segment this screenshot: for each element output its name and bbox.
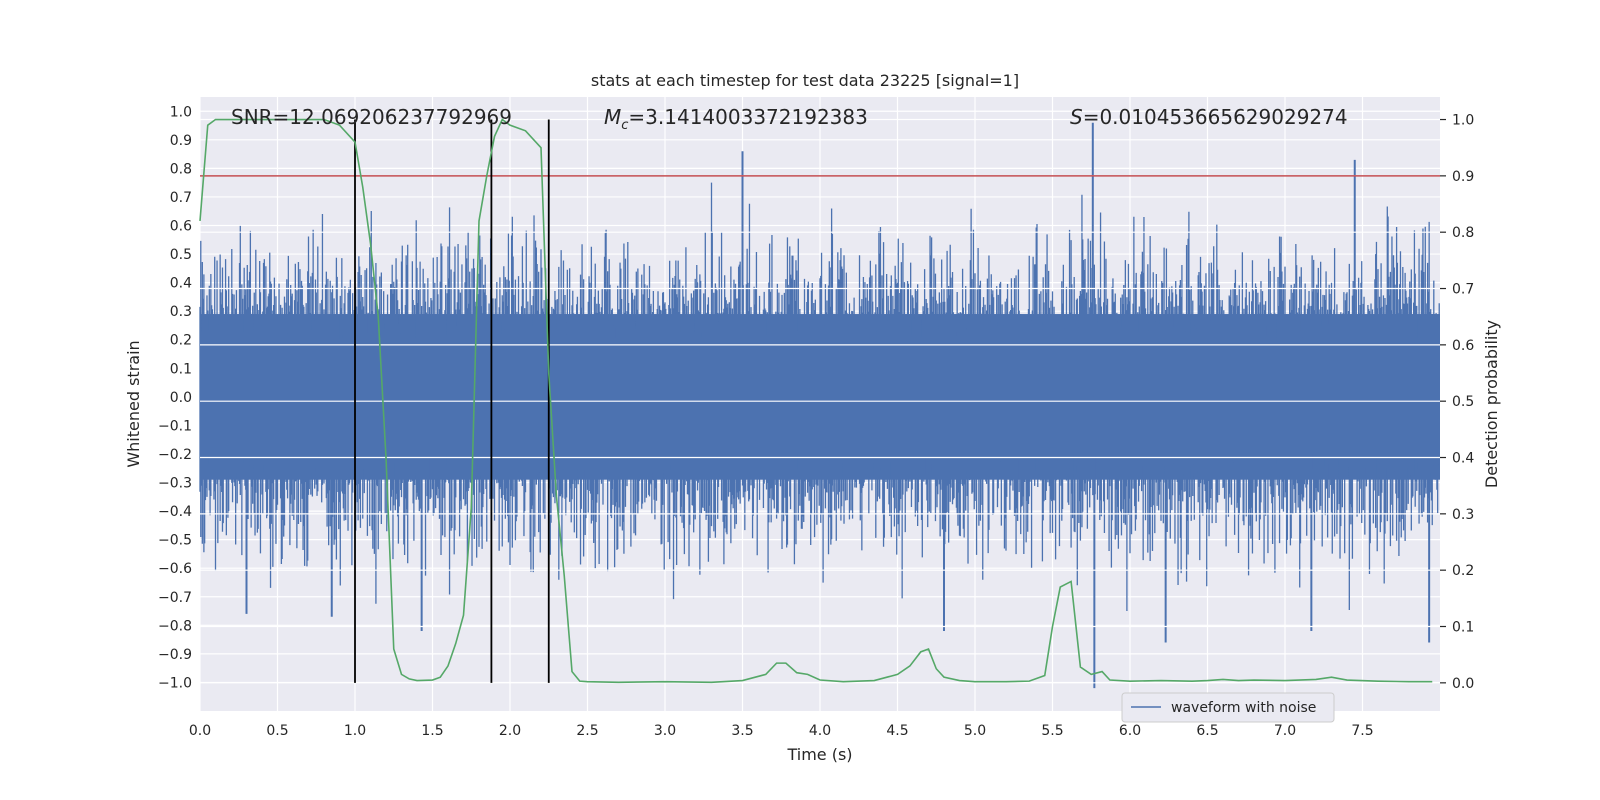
y-tick-label: −1.0	[158, 675, 192, 691]
y-axis-label: Whitened strain	[124, 340, 143, 467]
legend-label: waveform with noise	[1171, 700, 1316, 716]
y2-tick-label: 0.8	[1452, 225, 1474, 241]
y-tick-label: −0.6	[158, 561, 192, 577]
y-tick-label: −0.4	[158, 504, 192, 520]
y2-tick-label: 0.7	[1452, 282, 1474, 298]
y2-tick-label: 0.6	[1452, 338, 1474, 354]
chirp-mass-annotation: Mc=3.1414003372192383	[604, 105, 868, 133]
x-tick-label: 5.0	[964, 723, 986, 739]
x-tick-label: 6.0	[1119, 723, 1141, 739]
y-tick-label: 0.6	[170, 219, 192, 235]
s-annotation: S=0.010453665629029274	[1070, 105, 1348, 129]
y-tick-label: 0.9	[170, 133, 192, 149]
chart-title: stats at each timestep for test data 232…	[591, 71, 1019, 90]
x-tick-label: 0.0	[189, 723, 211, 739]
x-tick-label: 1.5	[421, 723, 443, 739]
x-axis-ticks: 0.0 0.5 1.0 1.5 2.0 2.5 3.0 3.5 4.0 4.5 5.0 5.5 6.0 6…	[189, 723, 1374, 739]
detection-probability-line	[199, 118, 1433, 684]
y2-tick-label: 0.3	[1452, 507, 1474, 523]
x-tick-label: 6.5	[1196, 723, 1218, 739]
y2-axis-label: Detection probability	[1482, 320, 1501, 488]
mc-value: =3.1414003372192383	[628, 105, 867, 129]
y2-tick-label: 0.1	[1452, 620, 1474, 636]
y-tick-label: −0.8	[158, 618, 192, 634]
y-tick-label: 0.3	[170, 304, 192, 320]
y-tick-label: −0.2	[158, 447, 192, 463]
y-tick-label: 1.0	[170, 104, 192, 120]
y-tick-label: −0.3	[158, 476, 192, 492]
y-tick-label: −0.9	[158, 647, 192, 663]
x-tick-label: 3.0	[654, 723, 676, 739]
y-tick-label: 0.2	[170, 333, 192, 349]
y2-tick-label: 0.0	[1452, 676, 1474, 692]
x-tick-label: 1.0	[344, 723, 366, 739]
y2-grid	[200, 118, 1440, 684]
legend-box	[1121, 692, 1335, 723]
x-tick-label: 2.5	[576, 723, 598, 739]
y-axis-ticks: 1.0 0.9 0.8 0.7 0.6 0.5 0.4 0.3 0.2 0.1 0.0 −0.1 −0.…	[158, 104, 192, 691]
mc-subscript: c	[621, 118, 628, 133]
x-tick-label: 3.5	[731, 723, 753, 739]
s-value: =0.010453665629029274	[1083, 105, 1348, 129]
y-tick-label: −0.5	[158, 533, 192, 549]
x-tick-label: 4.0	[809, 723, 831, 739]
mc-symbol: M	[604, 105, 621, 129]
x-tick-label: 7.5	[1351, 723, 1373, 739]
y2-axis-ticks: 1.0 0.9 0.8 0.7 0.6 0.5 0.4 0.3 0.2 0.1 0.0	[1440, 113, 1474, 692]
vertical-markers	[354, 119, 550, 683]
y-tick-label: 0.7	[170, 190, 192, 206]
x-tick-label: 5.5	[1041, 723, 1063, 739]
y2-tick-label: 0.9	[1452, 169, 1474, 185]
y-tick-label: 0.8	[170, 161, 192, 177]
y-tick-label: −0.1	[158, 418, 192, 434]
y2-tick-label: 0.5	[1452, 394, 1474, 410]
y-tick-label: 0.5	[170, 247, 192, 263]
y2-tick-label: 0.4	[1452, 451, 1474, 467]
s-symbol: S	[1070, 105, 1083, 129]
x-tick-label: 2.0	[499, 723, 521, 739]
x-tick-label: 7.0	[1274, 723, 1296, 739]
y2-tick-label: 1.0	[1452, 113, 1474, 129]
waveform-series	[199, 122, 1440, 689]
y-tick-label: 0.1	[170, 361, 192, 377]
snr-annotation: SNR=12.069206237792969	[231, 105, 512, 129]
x-tick-label: 4.5	[886, 723, 908, 739]
x-axis-label: Time (s)	[786, 745, 852, 764]
y-tick-label: −0.7	[158, 590, 192, 606]
y2-tick-label: 0.2	[1452, 563, 1474, 579]
y-tick-label: 0.0	[170, 390, 192, 406]
y-tick-label: 0.4	[170, 276, 192, 292]
x-tick-label: 0.5	[266, 723, 288, 739]
legend: waveform with noise	[1121, 692, 1335, 723]
